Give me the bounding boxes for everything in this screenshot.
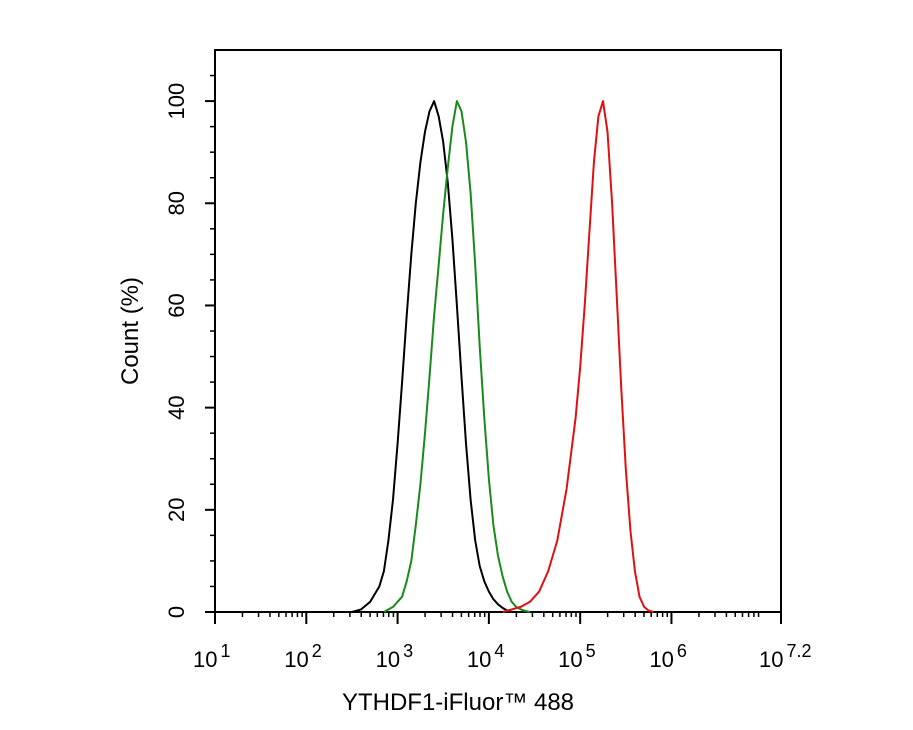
x-axis-title: YTHDF1-iFluor™ 488 bbox=[342, 689, 574, 716]
x-tick-label-exponent: 2 bbox=[312, 641, 322, 661]
plot-frame bbox=[214, 49, 782, 613]
x-tick-label: 10 4 bbox=[467, 641, 505, 672]
x-tick-label: 10 2 bbox=[284, 641, 322, 672]
x-tick-label-exponent: 6 bbox=[677, 641, 687, 661]
x-axis-ticks: 10 1 10 2 10 3 10 4 10 5 10 6 10 7.2 bbox=[193, 612, 812, 672]
y-tick-label: 60 bbox=[164, 293, 189, 317]
y-tick-label: 0 bbox=[164, 606, 189, 618]
y-tick-label: 40 bbox=[164, 395, 189, 419]
y-axis-ticks: 0 20 40 60 80 100 bbox=[164, 74, 215, 618]
series-layer bbox=[351, 100, 654, 613]
x-tick-label: 10 1 bbox=[193, 641, 231, 672]
x-tick-label-exponent: 3 bbox=[403, 641, 413, 661]
x-tick-label-base: 10 bbox=[284, 647, 308, 672]
x-tick-label-exponent: 4 bbox=[494, 641, 504, 661]
x-tick-label: 10 3 bbox=[376, 641, 414, 672]
y-tick-label: 80 bbox=[164, 191, 189, 215]
x-tick-label-exponent: 7.2 bbox=[786, 641, 811, 661]
y-tick-label: 100 bbox=[164, 83, 189, 120]
x-tick-label-base: 10 bbox=[558, 647, 582, 672]
x-tick-label-base: 10 bbox=[376, 647, 400, 672]
x-tick-label-base: 10 bbox=[193, 647, 217, 672]
series-line-3 bbox=[502, 100, 654, 613]
x-tick-label-base: 10 bbox=[467, 647, 491, 672]
series-line-1 bbox=[351, 100, 513, 613]
x-tick-label-exponent: 5 bbox=[586, 641, 596, 661]
x-tick-label: 10 6 bbox=[649, 641, 687, 672]
y-tick-label: 20 bbox=[164, 498, 189, 522]
x-tick-label: 10 5 bbox=[558, 641, 596, 672]
x-tick-label: 10 7.2 bbox=[759, 641, 812, 672]
x-tick-label-base: 10 bbox=[759, 647, 783, 672]
x-tick-label-base: 10 bbox=[649, 647, 673, 672]
y-axis-title: Count (%) bbox=[117, 277, 144, 385]
x-tick-label-exponent: 1 bbox=[220, 641, 230, 661]
series-line-2 bbox=[383, 100, 531, 613]
